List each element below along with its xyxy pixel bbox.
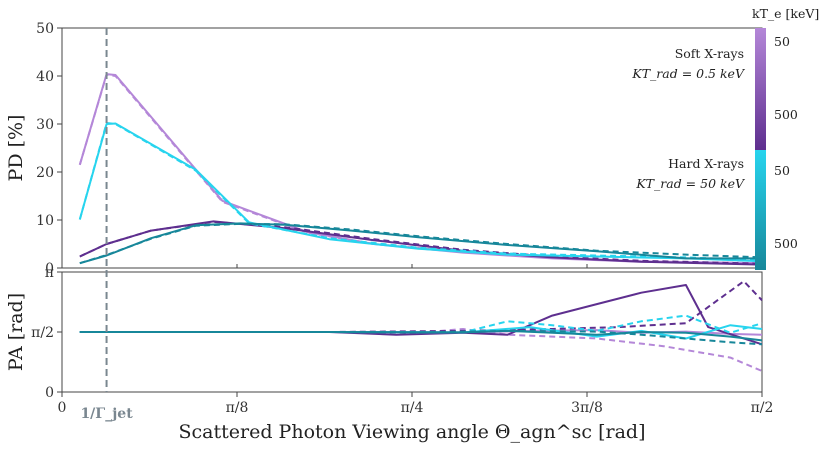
pd-y-tick-label: 30: [36, 117, 54, 133]
pa-y-tick-label: 0: [45, 385, 54, 401]
hard-xrays-title: Hard X-rays: [668, 156, 744, 171]
pa-panel: 0 π/2 π 0 π/8 π/4 3π/8 π/2 PA [rad] Scattered …: [5, 264, 773, 443]
pd-line-hard-50-kev-dashed: [78, 122, 763, 262]
colorbar-hard-segment: [755, 150, 766, 270]
pd-series-group: [78, 73, 763, 266]
colorbar-soft-segment: [755, 28, 766, 150]
soft-xrays-title: Soft X-rays: [675, 46, 744, 61]
pd-y-tick-label: 40: [36, 69, 54, 85]
pd-line-soft-50-kev-dashed: [78, 73, 763, 265]
pd-line-hard-500-kev-dashed: [79, 222, 763, 265]
pa-y-ticks: 0 π/2 π: [31, 265, 62, 401]
pa-series-group: [79, 280, 763, 372]
x-tick-label: π/8: [226, 400, 249, 416]
soft-xrays-kt: KT_rad = 0.5 keV: [631, 66, 746, 81]
hard-xrays-annotation: Hard X-rays KT_rad = 50 keV: [635, 156, 746, 191]
pd-y-tick-label: 20: [36, 165, 54, 181]
jet-angle-label: 1/Γ_jet: [80, 406, 133, 422]
pd-y-tick-label: 0: [45, 261, 54, 277]
pa-line-soft-50-kev-dashed: [79, 328, 763, 372]
pd-line-hard-50-kev-solid: [78, 122, 763, 263]
pd-line-soft-50-kev-solid: [78, 73, 763, 265]
pa-y-tick-label: π/2: [31, 325, 54, 341]
pd-y-axis-label: PD [%]: [5, 115, 27, 182]
soft-xrays-annotation: Soft X-rays KT_rad = 0.5 keV: [631, 46, 746, 81]
pa-line-hard-500-kev-dashed: [79, 329, 763, 346]
hard-xrays-kt: KT_rad = 50 keV: [635, 176, 746, 191]
pa-y-axis-label: PA [rad]: [5, 293, 27, 371]
x-tick-label: π/2: [751, 400, 774, 416]
pd-y-tick-label: 10: [36, 213, 54, 229]
pa-line-soft-500-kev-solid: [79, 284, 763, 346]
colorbar: kT_e [keV] 50 500 50 500: [752, 6, 819, 270]
pd-panel: 0 10 20 30 40 50 PD [%] Soft X-rays KT_rad = …: [5, 21, 763, 277]
pa-x-ticks: 0 π/8 π/4 3π/8 π/2: [58, 264, 774, 416]
jet-angle-marker: 1/Γ_jet: [80, 28, 133, 422]
x-tick-label: 0: [58, 400, 67, 416]
x-tick-label: 3π/8: [571, 400, 603, 416]
pa-y-tick-label: π: [45, 265, 54, 281]
colorbar-soft-label-50: 50: [774, 34, 790, 49]
x-tick-label: π/4: [401, 400, 424, 416]
colorbar-soft-label-500: 500: [774, 107, 798, 122]
colorbar-hard-label-50: 50: [774, 163, 790, 178]
pd-plot-frame: [61, 27, 763, 269]
pd-line-hard-500-kev-solid: [79, 222, 762, 265]
pd-y-ticks: 0 10 20 30 40 50: [36, 21, 62, 277]
pd-line-soft-500-kev-dashed: [79, 220, 763, 265]
colorbar-title: kT_e [keV]: [752, 6, 819, 21]
x-axis-label: Scattered Photon Viewing angle Θ_agn^sc …: [179, 421, 646, 443]
pd-y-tick-label: 50: [36, 21, 54, 37]
colorbar-hard-label-500: 500: [774, 236, 798, 251]
